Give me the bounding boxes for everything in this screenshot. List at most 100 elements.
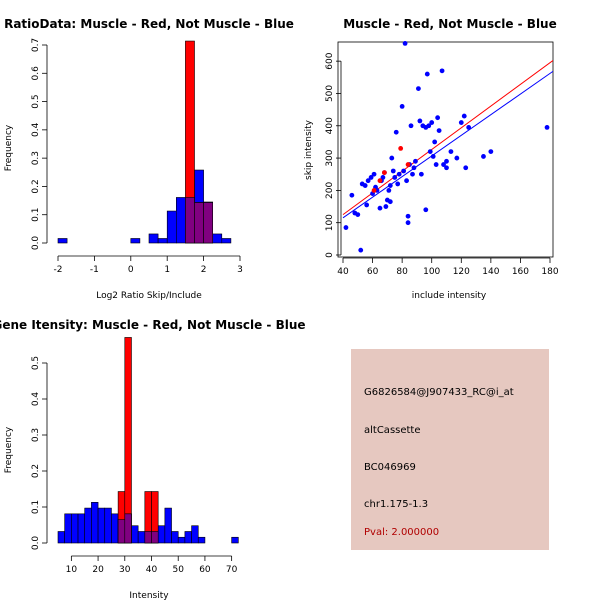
not-muscle-bar-9 <box>212 233 223 244</box>
y-tick-label: 0.0 <box>31 236 41 251</box>
y-tick-label: 500 <box>325 85 335 102</box>
not-muscle-point-46 <box>424 71 430 77</box>
not-muscle-point-24 <box>390 168 396 174</box>
not-muscle-point-41 <box>417 118 423 124</box>
y-tick-label: 0.3 <box>31 428 41 442</box>
not-muscle-point-14 <box>377 205 383 211</box>
muscle-point-1 <box>377 178 383 184</box>
y-tick-label: 400 <box>325 117 335 134</box>
muscle-point-0 <box>371 187 377 193</box>
not-muscle-point-25 <box>392 175 398 180</box>
not-muscle-point-45 <box>423 207 429 213</box>
not-muscle-bar-21 <box>197 536 206 544</box>
x-tick-label: 180 <box>541 267 558 277</box>
not-muscle-bar-18 <box>177 536 186 544</box>
x-tick-label: -2 <box>54 265 63 275</box>
not-muscle-point-23 <box>389 155 395 161</box>
not-muscle-point-28 <box>396 171 402 177</box>
not-muscle-point-52 <box>433 162 439 167</box>
not-muscle-point-26 <box>393 129 399 135</box>
not-muscle-point-55 <box>439 68 445 74</box>
x-tick-label: 3 <box>237 265 243 275</box>
not-muscle-point-56 <box>441 162 446 167</box>
y-tick-label: 0.5 <box>31 356 41 370</box>
overlap-bar-0 <box>185 197 195 244</box>
event-type-text: altCassette <box>364 425 421 436</box>
accession-text: BC046969 <box>364 462 416 473</box>
y-tick-label: 0.5 <box>31 94 41 108</box>
not-muscle-point-32 <box>404 178 409 184</box>
y-tick-label: 0.2 <box>31 179 41 193</box>
not-muscle-point-29 <box>399 103 405 109</box>
not-muscle-point-22 <box>387 199 393 205</box>
ratio-x-label: Log2 Ratio Skip/Include <box>96 291 202 301</box>
not-muscle-bar-10 <box>221 238 232 244</box>
pval-text: Pval: 2.000000 <box>364 527 440 538</box>
not-muscle-bar-11 <box>131 525 139 544</box>
y-tick-label: 200 <box>325 182 335 199</box>
not-muscle-point-64 <box>466 124 472 130</box>
x-tick-label: 30 <box>119 565 131 575</box>
x-tick-label: 70 <box>226 565 238 575</box>
not-muscle-point-4 <box>358 247 364 253</box>
not-muscle-bar-2 <box>148 233 159 244</box>
overlap-bar-2 <box>203 202 214 244</box>
muscle-point-3 <box>398 145 404 151</box>
x-tick-label: 50 <box>172 565 184 575</box>
muscle-point-4 <box>405 162 411 167</box>
not-muscle-point-16 <box>380 175 386 180</box>
x-tick-label: 1 <box>164 265 170 275</box>
not-muscle-point-34 <box>405 220 411 226</box>
not-muscle-point-53 <box>435 115 441 121</box>
not-muscle-bar-5 <box>91 502 99 544</box>
muscle-point-2 <box>382 170 387 176</box>
not-muscle-point-3 <box>355 212 361 218</box>
x-tick-label: 40 <box>337 267 349 277</box>
y-tick-label: 0.3 <box>31 151 41 165</box>
y-tick-label: 0.0 <box>31 536 41 551</box>
not-muscle-bar-16 <box>164 507 172 544</box>
overlap-bar-2 <box>144 531 152 544</box>
not-muscle-point-30 <box>401 168 407 174</box>
intensity-y-label: Frequency <box>4 426 14 473</box>
not-muscle-point-54 <box>436 128 442 134</box>
y-tick-label: 0 <box>325 252 335 258</box>
not-muscle-point-47 <box>426 123 432 129</box>
y-tick-label: 300 <box>325 149 335 166</box>
gene-intensity-histogram: 10 20 30 40 50 60 70 0.0 0.1 0.2 0.3 0.4 0.5 <box>31 337 239 575</box>
y-tick-label: 0.2 <box>31 464 41 478</box>
not-muscle-point-27 <box>395 181 401 187</box>
ratio-histogram: -2 -1 0 1 2 3 0.0 0.1 0.2 0.3 0.4 0.5 0.6 0.7 <box>31 38 243 275</box>
y-tick-label: 0.6 <box>31 66 41 81</box>
not-muscle-point-65 <box>481 154 486 159</box>
probe-info-panel: G6826584@J907433_RC@i_at altCassette BC0… <box>351 349 549 550</box>
not-muscle-point-50 <box>430 154 436 159</box>
muscle-bar-1 <box>124 337 132 544</box>
not-muscle-bar-20 <box>191 525 199 544</box>
x-tick-label: 160 <box>512 267 529 277</box>
not-muscle-bar-22 <box>231 536 239 544</box>
not-muscle-point-33 <box>405 213 411 219</box>
y-tick-label: 0.1 <box>31 500 41 514</box>
y-tick-label: 600 <box>325 52 335 69</box>
not-muscle-point-62 <box>461 113 467 119</box>
not-muscle-point-51 <box>432 139 438 145</box>
not-muscle-bar-4 <box>166 210 177 244</box>
intensity-chart-title: Gene Itensity: Muscle - Red, Not Muscle … <box>0 318 306 332</box>
x-tick-label: 80 <box>396 267 408 277</box>
not-muscle-point-6 <box>362 183 368 188</box>
not-muscle-point-67 <box>544 124 550 130</box>
not-muscle-point-57 <box>444 158 449 164</box>
not-muscle-bar-3 <box>77 513 86 544</box>
scatter-x-label: include intensity <box>412 291 487 301</box>
not-muscle-bar-5 <box>176 197 186 244</box>
not-muscle-point-21 <box>387 183 393 188</box>
not-muscle-bar-17 <box>171 531 179 544</box>
not-muscle-point-8 <box>365 178 371 184</box>
not-muscle-point-37 <box>410 171 415 177</box>
y-tick-label: 0.4 <box>31 122 41 137</box>
not-muscle-point-66 <box>488 149 494 155</box>
not-muscle-point-11 <box>371 171 377 177</box>
not-muscle-bar-6 <box>97 507 106 544</box>
not-muscle-point-42 <box>418 171 424 177</box>
